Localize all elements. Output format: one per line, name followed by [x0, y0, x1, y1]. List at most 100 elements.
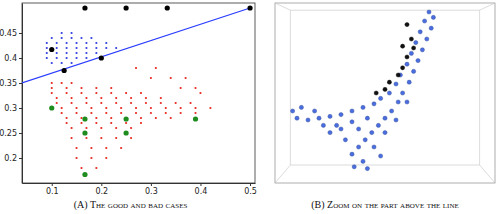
- point: [170, 77, 172, 79]
- point: [376, 123, 380, 127]
- point: [75, 112, 77, 114]
- point: [140, 117, 142, 119]
- tick-label: 0.4: [195, 187, 208, 196]
- tick: 0.25: [0, 129, 22, 138]
- point: [352, 165, 356, 169]
- point: [209, 107, 211, 109]
- point: [372, 145, 376, 149]
- point: [95, 167, 97, 169]
- cube-edge: [290, 10, 479, 11]
- point: [95, 47, 97, 49]
- point: [75, 52, 77, 54]
- point: [61, 32, 63, 34]
- caption: (A) The good and bad cases: [74, 199, 188, 211]
- tick-label: 0.2: [4, 154, 17, 163]
- axis-line: [22, 4, 23, 184]
- point: [56, 97, 58, 99]
- point: [85, 97, 87, 99]
- tick-mark: [151, 183, 152, 186]
- point: [193, 116, 198, 121]
- tick-mark: [19, 133, 22, 134]
- tick: 0.2: [4, 154, 22, 163]
- tick: 0.35: [0, 79, 22, 88]
- point: [110, 92, 112, 94]
- point: [95, 92, 97, 94]
- point: [372, 102, 376, 106]
- point: [82, 5, 87, 10]
- point: [357, 127, 361, 131]
- point: [165, 112, 167, 114]
- point: [49, 105, 54, 110]
- point: [80, 87, 82, 89]
- point-group: [49, 5, 252, 73]
- tick: 0.3: [4, 104, 22, 113]
- point: [115, 127, 117, 129]
- point: [247, 5, 252, 10]
- point: [115, 47, 117, 49]
- point: [85, 102, 87, 104]
- point: [51, 82, 53, 84]
- point-group: [49, 105, 198, 177]
- point: [51, 87, 53, 89]
- point: [180, 107, 182, 109]
- point: [135, 67, 137, 69]
- point: [363, 138, 367, 142]
- point: [365, 116, 369, 120]
- point: [105, 42, 107, 44]
- point: [299, 105, 303, 109]
- cube-edge: [290, 10, 291, 165]
- point: [82, 116, 87, 121]
- point: [383, 116, 387, 120]
- point: [328, 114, 332, 118]
- point: [51, 92, 53, 94]
- tick-mark: [52, 183, 53, 186]
- frame: [275, 3, 495, 183]
- tick-mark: [19, 33, 22, 34]
- tick-label: 0.1: [46, 187, 59, 196]
- point: [130, 137, 132, 139]
- point: [70, 82, 72, 84]
- point: [150, 77, 152, 79]
- point: [313, 109, 317, 113]
- panel: 0.10.20.30.40.50.20.250.30.350.40.45: [0, 3, 257, 196]
- point: [120, 147, 122, 149]
- point: [85, 137, 87, 139]
- point: [85, 57, 87, 59]
- point: [66, 92, 68, 94]
- point: [317, 116, 321, 120]
- point: [405, 55, 409, 59]
- point: [350, 120, 354, 124]
- point: [70, 102, 72, 104]
- cube-edge: [290, 165, 479, 166]
- tick-mark: [250, 183, 251, 186]
- tick-label: 0.45: [0, 29, 17, 38]
- point: [85, 47, 87, 49]
- figure: 0.10.20.30.40.50.20.250.30.350.40.45(A) …: [0, 0, 500, 214]
- point: [124, 130, 129, 135]
- point: [125, 122, 127, 124]
- tick-mark: [19, 158, 22, 159]
- point: [409, 37, 413, 41]
- point: [46, 47, 48, 49]
- point: [90, 112, 92, 114]
- point: [66, 87, 68, 89]
- point: [160, 97, 162, 99]
- tick-mark: [19, 108, 22, 109]
- point: [56, 102, 58, 104]
- point: [374, 91, 378, 95]
- tick-label: 0.5: [244, 187, 257, 196]
- frame: [22, 3, 255, 183]
- point: [175, 102, 177, 104]
- point: [124, 116, 129, 121]
- point: [390, 109, 394, 113]
- point: [70, 137, 72, 139]
- point: [387, 91, 391, 95]
- point-group: [46, 32, 118, 64]
- point: [150, 112, 152, 114]
- cube-edge: [275, 165, 290, 183]
- point: [95, 42, 97, 44]
- point: [120, 112, 122, 114]
- point: [291, 109, 295, 113]
- point: [431, 15, 435, 19]
- tick: 0.4: [195, 183, 208, 196]
